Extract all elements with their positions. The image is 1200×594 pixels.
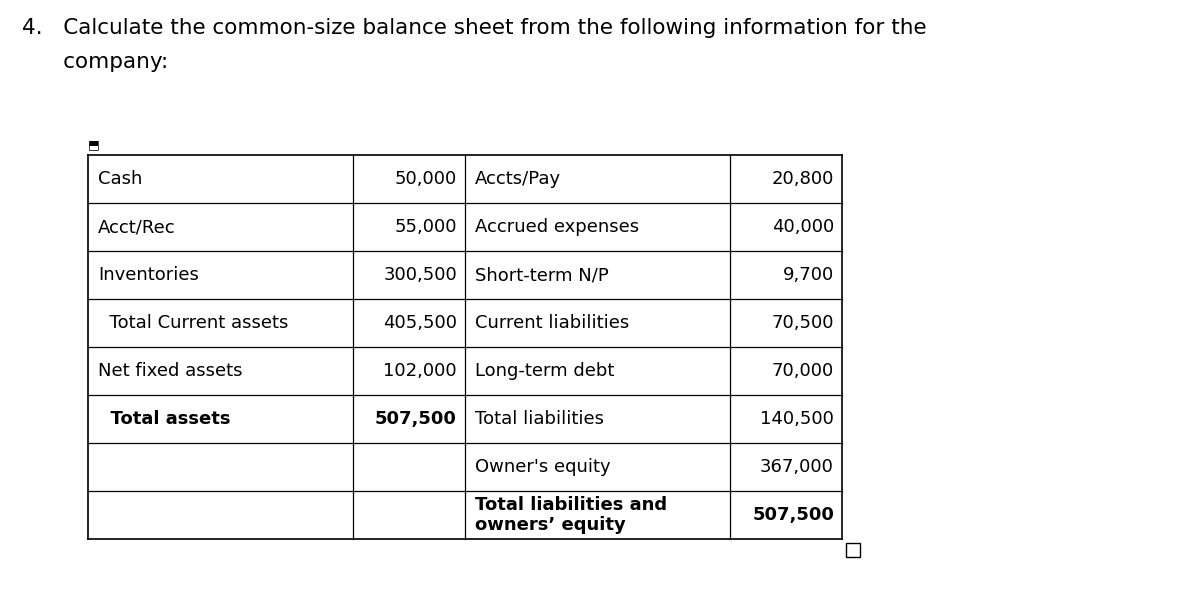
Text: Current liabilities: Current liabilities: [475, 314, 629, 332]
Text: 20,800: 20,800: [772, 170, 834, 188]
Text: company:: company:: [22, 52, 168, 72]
Text: Total liabilities: Total liabilities: [475, 410, 604, 428]
Text: 102,000: 102,000: [383, 362, 457, 380]
Text: 405,500: 405,500: [383, 314, 457, 332]
Text: Total liabilities and
owners’ equity: Total liabilities and owners’ equity: [475, 495, 667, 535]
Text: 300,500: 300,500: [383, 266, 457, 284]
Text: 367,000: 367,000: [760, 458, 834, 476]
Text: 40,000: 40,000: [772, 218, 834, 236]
Bar: [846, 543, 860, 557]
Text: Accrued expenses: Accrued expenses: [475, 218, 640, 236]
Text: Total Current assets: Total Current assets: [98, 314, 288, 332]
Text: ⬒: ⬒: [88, 138, 100, 151]
Text: Long-term debt: Long-term debt: [475, 362, 614, 380]
Text: 9,700: 9,700: [782, 266, 834, 284]
Text: Short-term N/P: Short-term N/P: [475, 266, 608, 284]
Text: Acct/Rec: Acct/Rec: [98, 218, 175, 236]
Text: Cash: Cash: [98, 170, 143, 188]
Text: 507,500: 507,500: [752, 506, 834, 524]
Text: 140,500: 140,500: [760, 410, 834, 428]
Text: Total assets: Total assets: [98, 410, 230, 428]
Text: 50,000: 50,000: [395, 170, 457, 188]
Text: 507,500: 507,500: [376, 410, 457, 428]
Text: Net fixed assets: Net fixed assets: [98, 362, 242, 380]
Text: Owner's equity: Owner's equity: [475, 458, 611, 476]
Text: 70,000: 70,000: [772, 362, 834, 380]
Text: 55,000: 55,000: [395, 218, 457, 236]
Text: 4.   Calculate the common-size balance sheet from the following information for : 4. Calculate the common-size balance she…: [22, 18, 926, 38]
Text: 70,500: 70,500: [772, 314, 834, 332]
Text: Accts/Pay: Accts/Pay: [475, 170, 562, 188]
Text: Inventories: Inventories: [98, 266, 199, 284]
